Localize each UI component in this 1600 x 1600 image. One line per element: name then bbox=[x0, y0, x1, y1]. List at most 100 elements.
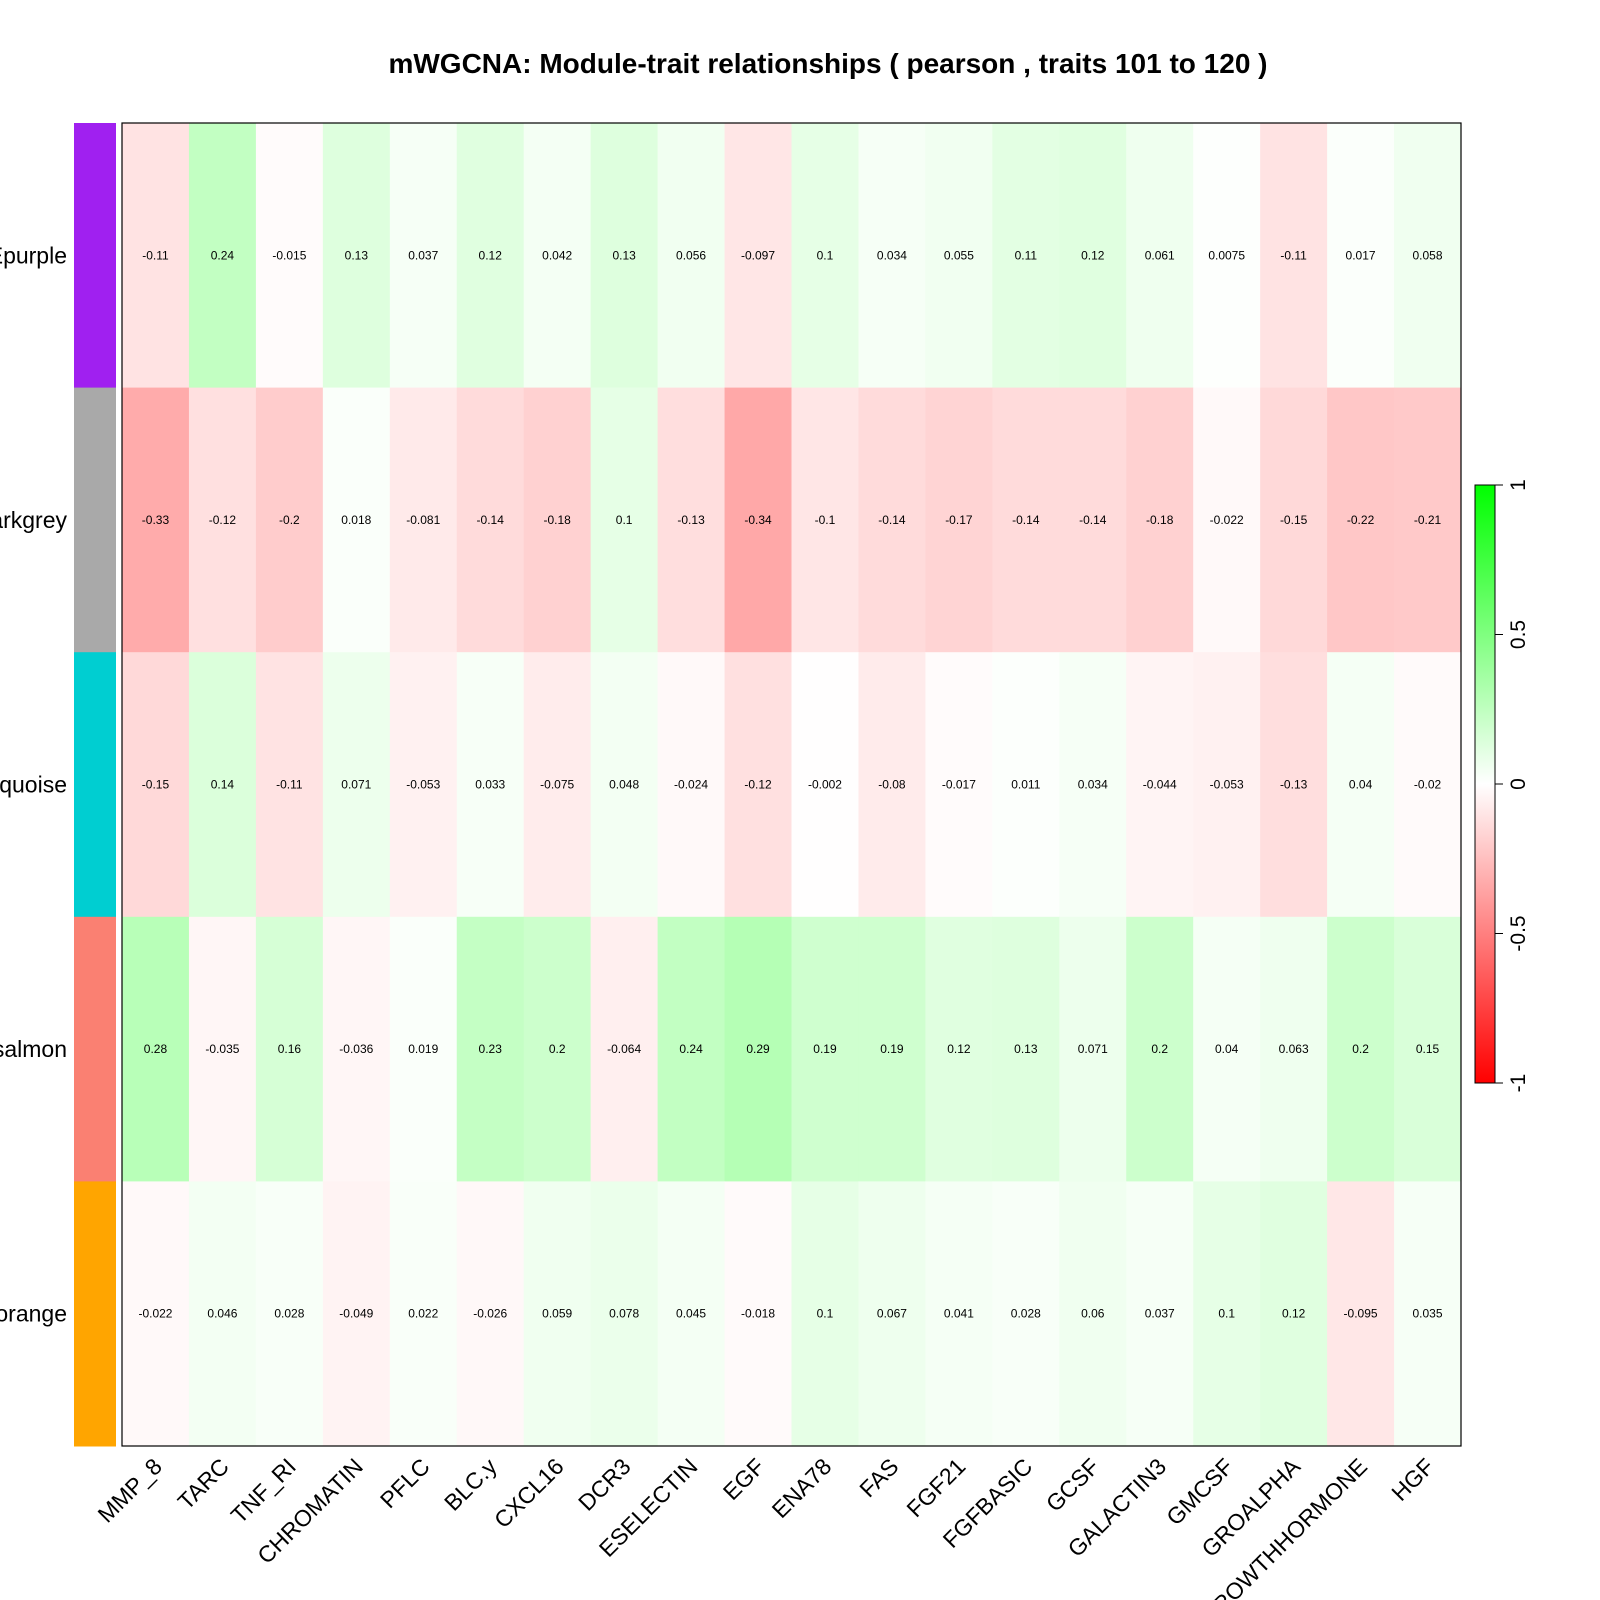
heatmap-cell bbox=[1193, 1181, 1261, 1447]
heatmap-cell bbox=[456, 123, 525, 389]
cell-value-label: -0.22 bbox=[1347, 513, 1375, 527]
heatmap-cell bbox=[188, 387, 257, 653]
cell-value-label: 0.055 bbox=[944, 248, 974, 262]
heatmap-cell bbox=[255, 652, 324, 918]
legend-color-bar bbox=[1474, 484, 1496, 1084]
cell-value-label: -0.1 bbox=[815, 513, 836, 527]
cell-value-label: -0.035 bbox=[205, 1042, 239, 1056]
cell-value-label: 0.067 bbox=[877, 1307, 907, 1321]
heatmap-cell bbox=[1260, 1181, 1328, 1447]
heatmap-cell bbox=[1260, 123, 1328, 389]
heatmap-cell bbox=[122, 123, 190, 389]
column-label: CXCL16 bbox=[489, 1453, 569, 1533]
cell-value-label: -0.002 bbox=[808, 778, 842, 792]
heatmap-cell bbox=[724, 916, 792, 1182]
heatmap-cell bbox=[1193, 123, 1261, 389]
heatmap-cell bbox=[590, 387, 659, 653]
cell-value-label: -0.026 bbox=[473, 1307, 507, 1321]
module-color-bar bbox=[74, 1181, 116, 1447]
cell-value-label: 0.078 bbox=[609, 1307, 639, 1321]
heatmap-cell bbox=[389, 916, 458, 1182]
cell-value-label: -0.17 bbox=[945, 513, 973, 527]
cell-value-label: 0.13 bbox=[612, 248, 636, 262]
heatmap-cell bbox=[1193, 916, 1261, 1182]
cell-value-label: 0.019 bbox=[408, 1042, 438, 1056]
cell-value-label: 0.1 bbox=[817, 1307, 834, 1321]
cell-value-label: -0.15 bbox=[1280, 513, 1308, 527]
heatmap-cell bbox=[1260, 916, 1328, 1182]
heatmap-cell bbox=[255, 123, 324, 389]
heatmap-cell bbox=[1394, 652, 1462, 918]
heatmap-cell bbox=[925, 1181, 993, 1447]
heatmap-cell bbox=[1327, 387, 1395, 653]
cell-value-label: 0.061 bbox=[1145, 248, 1175, 262]
heatmap-cell bbox=[188, 652, 257, 918]
heatmap-cell bbox=[523, 123, 592, 389]
cell-value-label: -0.053 bbox=[1210, 778, 1244, 792]
heatmap-cell bbox=[1126, 916, 1194, 1182]
heatmap-cell bbox=[1327, 123, 1395, 389]
cell-value-label: 0.12 bbox=[1282, 1307, 1306, 1321]
heatmap-cell bbox=[1394, 387, 1462, 653]
heatmap-cell bbox=[925, 123, 993, 389]
heatmap-cell bbox=[1193, 652, 1261, 918]
cell-value-label: 0.15 bbox=[1416, 1042, 1440, 1056]
legend-tick-label: 0.5 bbox=[1507, 620, 1530, 649]
heatmap-cell bbox=[1327, 916, 1395, 1182]
heatmap-cell bbox=[389, 1181, 458, 1447]
heatmap-cell bbox=[523, 387, 592, 653]
cell-value-label: 0.04 bbox=[1215, 1042, 1239, 1056]
cell-value-label: -0.081 bbox=[406, 513, 440, 527]
row-label: MEpurple bbox=[0, 242, 67, 268]
cell-value-label: 0.045 bbox=[676, 1307, 706, 1321]
cell-value-label: -0.11 bbox=[142, 248, 169, 262]
cell-value-label: -0.095 bbox=[1344, 1307, 1378, 1321]
plot-border bbox=[121, 122, 1462, 1447]
column-label: GCSF bbox=[1041, 1453, 1105, 1517]
row-labels: MEpurple MEdarkgrey MEturquoise MEsalmon MEo… bbox=[0, 242, 68, 1326]
heatmap-cell bbox=[1059, 123, 1127, 389]
heatmap-cell bbox=[992, 652, 1060, 918]
module-color-bar bbox=[74, 652, 116, 918]
cell-value-label: 0.12 bbox=[1081, 248, 1105, 262]
module-color-bar bbox=[74, 123, 116, 389]
heatmap-cell bbox=[1126, 387, 1194, 653]
module-color-bar bbox=[74, 387, 116, 653]
heatmap-cell bbox=[724, 123, 792, 389]
cell-value-label: 0.11 bbox=[1015, 248, 1038, 262]
cell-value-label: 0.04 bbox=[1349, 778, 1373, 792]
cell-value-label: 0.046 bbox=[207, 1307, 237, 1321]
column-label: TARC bbox=[173, 1453, 234, 1514]
heatmap-cell bbox=[590, 123, 659, 389]
heatmap-cell bbox=[1059, 652, 1127, 918]
cell-value-label: 0.071 bbox=[341, 778, 371, 792]
cell-value-label: -0.024 bbox=[674, 778, 708, 792]
cell-value-label: -0.12 bbox=[209, 513, 237, 527]
column-label: PFLC bbox=[375, 1453, 435, 1513]
heatmap-cell bbox=[1327, 1181, 1395, 1447]
cell-value-label: -0.044 bbox=[1143, 778, 1177, 792]
column-label: MMP_8 bbox=[93, 1453, 167, 1527]
cell-value-label: 0.2 bbox=[1151, 1042, 1168, 1056]
heatmap-cell bbox=[791, 387, 859, 653]
cell-value-label: -0.14 bbox=[1079, 513, 1107, 527]
row-label: MEsalmon bbox=[0, 1036, 67, 1062]
cell-value-label: 0.2 bbox=[1352, 1042, 1369, 1056]
color-legend: -1 -0.5 0 0.5 1 bbox=[1474, 479, 1530, 1092]
heatmap-cells bbox=[122, 123, 1462, 1447]
heatmap-cell bbox=[1394, 1181, 1462, 1447]
heatmap-cell bbox=[791, 1181, 859, 1447]
heatmap-cell bbox=[590, 652, 659, 918]
heatmap-cell bbox=[724, 652, 792, 918]
cell-value-label: 0.28 bbox=[144, 1042, 168, 1056]
heatmap-cell bbox=[657, 1181, 726, 1447]
chart-title: mWGCNA: Module-trait relationships ( pea… bbox=[388, 48, 1267, 79]
cell-value-label: -0.022 bbox=[138, 1307, 172, 1321]
cell-value-label: 0.14 bbox=[211, 778, 235, 792]
cell-value-label: 0.017 bbox=[1346, 248, 1376, 262]
heatmap-cell bbox=[389, 123, 458, 389]
cell-value-label: -0.15 bbox=[142, 778, 170, 792]
heatmap-cell bbox=[858, 1181, 926, 1447]
heatmap-cell bbox=[1327, 652, 1395, 918]
